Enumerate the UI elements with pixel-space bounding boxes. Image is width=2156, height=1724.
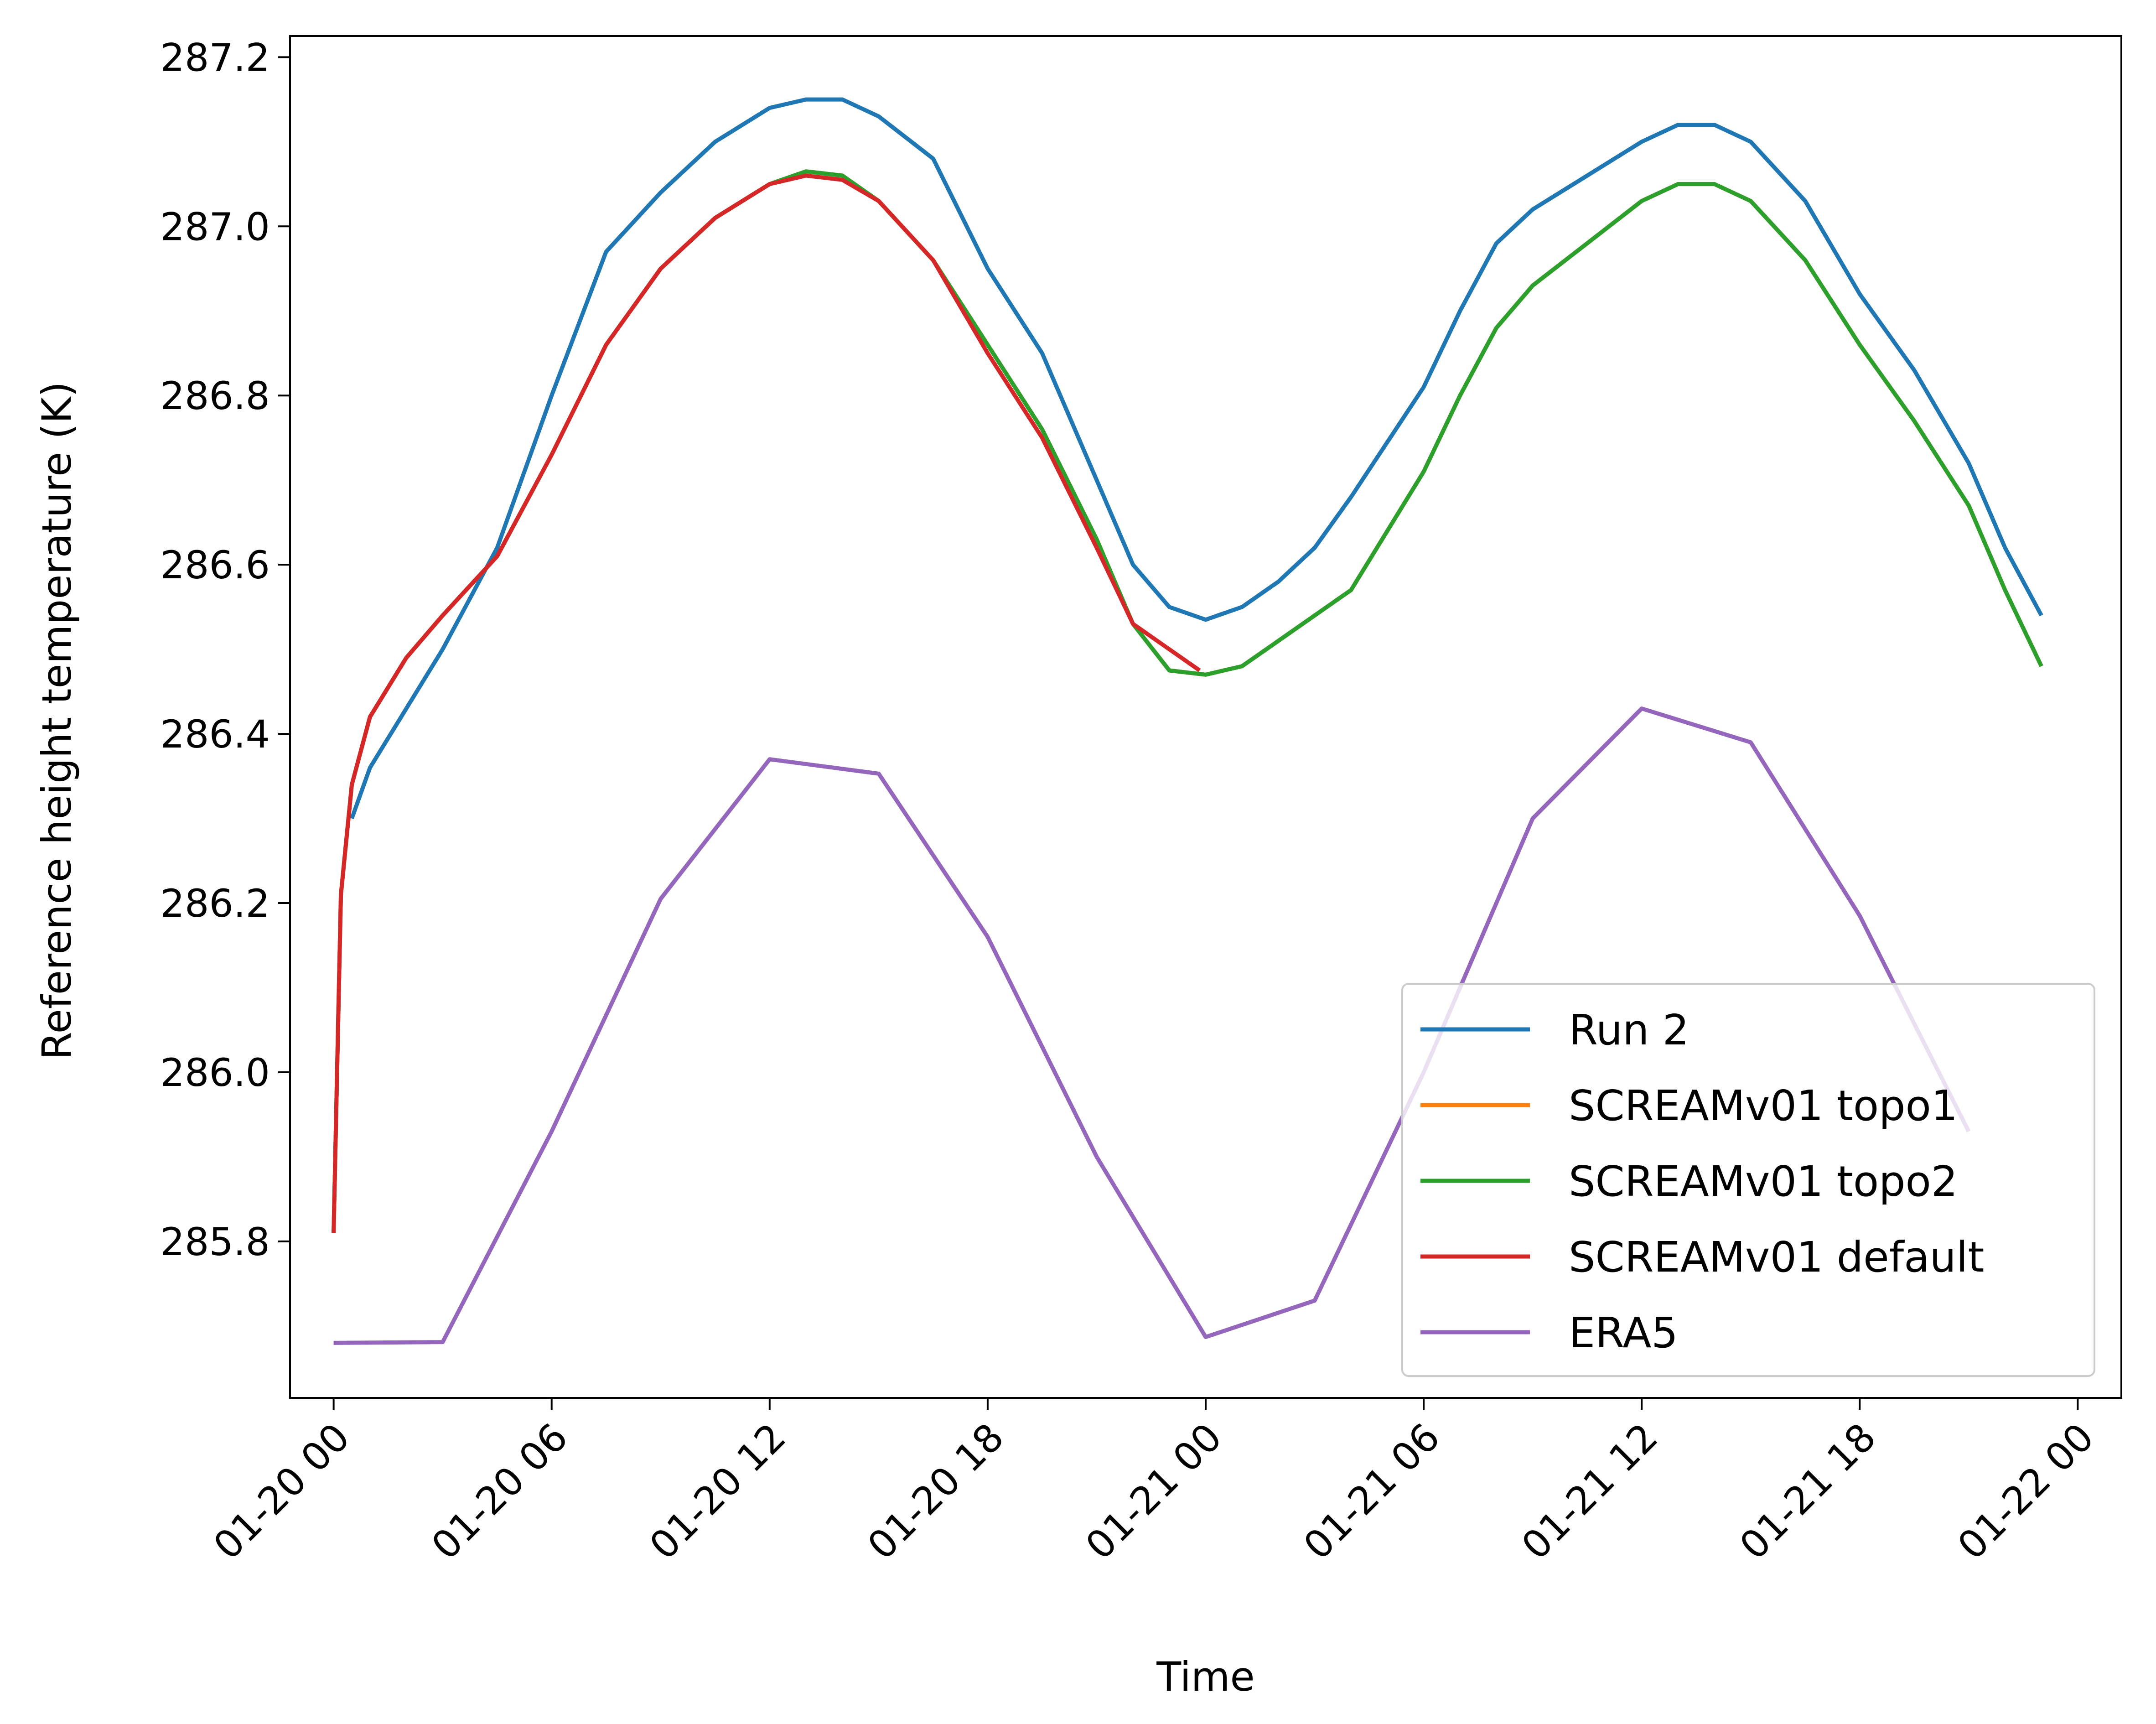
legend-label-4: ERA5 xyxy=(1569,1309,1678,1357)
y-tick-label: 287.0 xyxy=(161,204,270,249)
y-tick-label: 287.2 xyxy=(161,35,270,80)
legend-box xyxy=(1401,983,2095,1377)
y-tick-label: 286.6 xyxy=(161,543,270,587)
series-line-0 xyxy=(350,97,2043,820)
y-tick-label: 285.8 xyxy=(161,1220,270,1264)
legend-label-2: SCREAMv01 topo2 xyxy=(1569,1157,1958,1206)
y-tick-label: 286.8 xyxy=(161,374,270,418)
x-axis-title: Time xyxy=(1156,1653,1254,1700)
legend-label-1: SCREAMv01 topo1 xyxy=(1569,1081,1958,1130)
y-tick-label: 286.4 xyxy=(161,712,270,757)
series-line-3 xyxy=(332,173,1201,1233)
y-axis-title: Reference height temperature (K) xyxy=(33,381,80,1059)
legend: Run 2 SCREAMv01 topo1 SCREAMv01 topo2 SCREA… xyxy=(1401,983,2095,1377)
series-layer xyxy=(332,97,2043,1345)
y-tick-label: 286.2 xyxy=(161,881,270,926)
legend-label-3: SCREAMv01 default xyxy=(1569,1233,1984,1282)
legend-label-0: Run 2 xyxy=(1569,1006,1689,1054)
series-line-4 xyxy=(333,706,1971,1345)
y-tick-label: 286.0 xyxy=(161,1050,270,1095)
